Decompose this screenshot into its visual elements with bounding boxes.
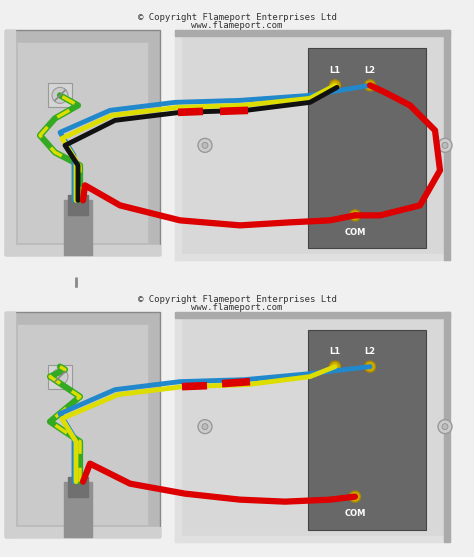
Circle shape <box>329 361 340 372</box>
Bar <box>5 526 160 536</box>
Bar <box>48 84 72 108</box>
Bar <box>444 312 450 541</box>
Circle shape <box>438 419 452 434</box>
Bar <box>175 312 450 317</box>
Circle shape <box>198 419 212 434</box>
Circle shape <box>442 424 448 429</box>
Bar <box>175 312 181 541</box>
Bar <box>5 245 160 255</box>
Circle shape <box>52 87 68 104</box>
Bar <box>68 196 88 216</box>
Circle shape <box>365 361 375 372</box>
Bar <box>17 324 148 525</box>
Bar <box>175 31 181 260</box>
Bar <box>5 31 15 255</box>
Circle shape <box>329 80 340 91</box>
Bar <box>175 255 450 260</box>
Text: L2: L2 <box>365 347 375 356</box>
Circle shape <box>52 369 68 385</box>
Circle shape <box>349 491 361 502</box>
Circle shape <box>442 143 448 148</box>
Circle shape <box>438 138 452 153</box>
Bar <box>181 317 444 536</box>
Bar <box>308 330 426 530</box>
Bar <box>181 36 444 255</box>
Text: © Copyright Flameport Enterprises Ltd: © Copyright Flameport Enterprises Ltd <box>137 13 337 22</box>
Text: L1: L1 <box>329 66 340 75</box>
Bar <box>175 536 450 541</box>
Bar <box>444 31 450 260</box>
Bar <box>5 312 15 536</box>
Bar <box>17 42 148 243</box>
Bar <box>175 312 450 541</box>
Bar <box>308 48 426 248</box>
Text: COM: COM <box>344 509 365 518</box>
Circle shape <box>365 80 375 91</box>
Text: COM: COM <box>344 228 365 237</box>
Bar <box>64 201 92 255</box>
Text: © Copyright Flameport Enterprises Ltd: © Copyright Flameport Enterprises Ltd <box>137 295 337 304</box>
Text: www.flameport.com: www.flameport.com <box>191 21 283 31</box>
Bar <box>48 365 72 389</box>
Bar <box>68 477 88 497</box>
Circle shape <box>349 210 361 221</box>
Bar <box>64 482 92 536</box>
Bar <box>175 31 450 36</box>
Text: www.flameport.com: www.flameport.com <box>191 302 283 312</box>
Text: L1: L1 <box>329 347 340 356</box>
Circle shape <box>202 143 208 148</box>
Bar <box>175 31 450 260</box>
Bar <box>5 31 160 255</box>
Circle shape <box>198 138 212 153</box>
Text: L2: L2 <box>365 66 375 75</box>
Circle shape <box>202 424 208 429</box>
Bar <box>5 312 160 536</box>
